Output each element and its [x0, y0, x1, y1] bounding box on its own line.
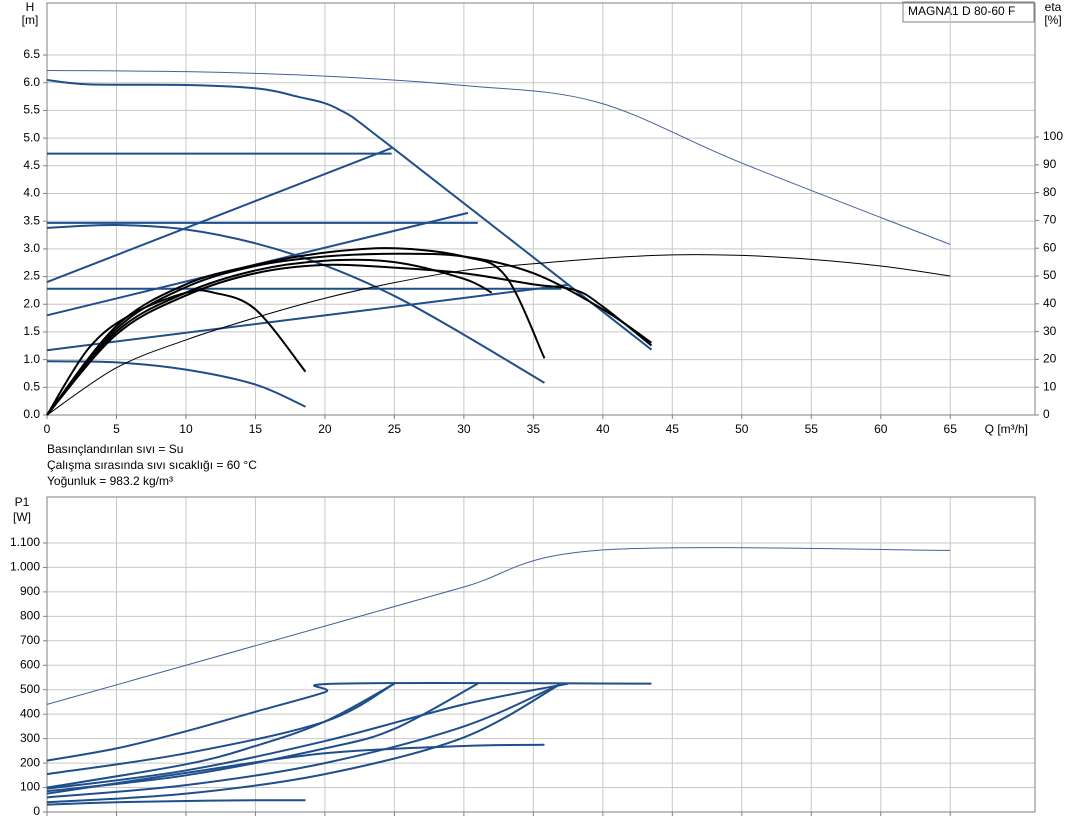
y-tick-label: 700: [20, 633, 40, 647]
y-tick-label: 900: [20, 584, 40, 598]
y-tick-label: 1.100: [10, 535, 40, 549]
plot-frame: [46, 2, 1036, 416]
curve: [46, 147, 392, 284]
y-tick-label: 6.5: [23, 47, 40, 61]
y2-axis-label: eta: [1045, 0, 1062, 14]
plot-frame: [46, 496, 1036, 813]
y-tick-label: 300: [20, 731, 40, 745]
chart-title: MAGNA1 D 80-60 F: [908, 4, 1015, 18]
y-tick-label: 1.5: [23, 324, 40, 338]
curve: [46, 252, 653, 416]
curve: [46, 70, 951, 245]
x-tick-label: 20: [318, 422, 332, 436]
curve: [46, 78, 653, 351]
y2-tick-label: 70: [1043, 213, 1057, 227]
x-tick-label: 25: [388, 422, 402, 436]
annotation: Yoğunluk = 983.2 kg/m³: [47, 474, 173, 488]
x-tick-label: 55: [805, 422, 819, 436]
y-axis-label: P1: [15, 495, 30, 509]
curve: [46, 799, 306, 806]
y2-tick-label: 10: [1043, 379, 1057, 393]
y-tick-label: 1.0: [23, 352, 40, 366]
y-tick-label: 5.0: [23, 130, 40, 144]
curve: [46, 547, 951, 705]
curve: [46, 682, 562, 804]
y-tick-label: 6.0: [23, 75, 40, 89]
y-axis-unit: [W]: [13, 510, 31, 524]
y2-tick-label: 20: [1043, 352, 1057, 366]
curve: [46, 224, 545, 384]
model-box: [902, 1, 1035, 23]
annotation: Çalışma sırasında sıvı sıcaklığı = 60 °C: [47, 458, 257, 472]
curve: [46, 682, 395, 776]
curve: [46, 254, 951, 416]
y-tick-label: 0.0: [23, 407, 40, 421]
y-tick-label: 3.5: [23, 213, 40, 227]
y-tick-label: 2.5: [23, 269, 40, 283]
curve: [46, 283, 569, 352]
y-tick-label: 200: [20, 755, 40, 769]
y2-tick-label: 90: [1043, 157, 1057, 171]
y2-tick-label: 40: [1043, 296, 1057, 310]
y-tick-label: 100: [20, 780, 40, 794]
x-tick-label: 50: [735, 422, 749, 436]
x-axis-label: Q [m³/h]: [985, 422, 1028, 436]
y-tick-label: 5.5: [23, 103, 40, 117]
x-tick-label: 5: [113, 422, 120, 436]
curve: [46, 682, 395, 789]
curve: [46, 682, 479, 793]
y-tick-label: 600: [20, 657, 40, 671]
y-tick-label: 800: [20, 609, 40, 623]
y-tick-label: 1.000: [10, 560, 40, 574]
x-tick-label: 10: [179, 422, 193, 436]
y2-tick-label: 0: [1043, 407, 1050, 421]
curve: [46, 682, 562, 799]
y-axis-unit: [m]: [22, 13, 39, 27]
y-tick-label: 400: [20, 706, 40, 720]
x-tick-label: 45: [666, 422, 680, 436]
y-tick-label: 500: [20, 682, 40, 696]
y2-axis-unit: [%]: [1044, 13, 1061, 27]
y2-tick-label: 60: [1043, 240, 1057, 254]
curve: [46, 743, 545, 795]
curve: [46, 360, 306, 408]
annotation: Basınçlandırılan sıvı = Su: [47, 442, 183, 456]
x-tick-label: 15: [249, 422, 263, 436]
y-tick-label: 3.0: [23, 241, 40, 255]
x-tick-label: 40: [596, 422, 610, 436]
curve: [46, 263, 653, 416]
y-tick-label: 4.5: [23, 158, 40, 172]
x-tick-label: 30: [457, 422, 471, 436]
y-tick-label: 2.0: [23, 296, 40, 310]
curve: [46, 681, 652, 762]
x-tick-label: 0: [44, 422, 51, 436]
y2-tick-label: 100: [1043, 129, 1063, 143]
x-tick-label: 60: [874, 422, 888, 436]
y2-tick-label: 50: [1043, 268, 1057, 282]
y-axis-label: H: [26, 0, 35, 14]
y2-tick-label: 80: [1043, 185, 1057, 199]
y2-tick-label: 30: [1043, 324, 1057, 338]
curve: [46, 682, 569, 790]
y-tick-label: 0: [33, 804, 40, 818]
x-tick-label: 65: [944, 422, 958, 436]
x-tick-label: 35: [527, 422, 541, 436]
y-tick-label: 0.5: [23, 379, 40, 393]
curve: [46, 258, 493, 416]
y-tick-label: 4.0: [23, 186, 40, 200]
